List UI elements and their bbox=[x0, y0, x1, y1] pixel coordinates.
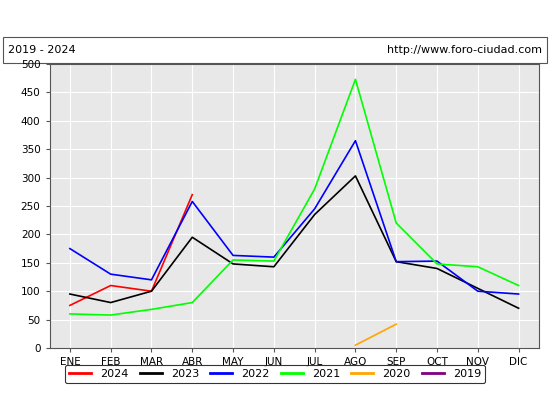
Text: http://www.foro-ciudad.com: http://www.foro-ciudad.com bbox=[387, 45, 542, 55]
Legend: 2024, 2023, 2022, 2021, 2020, 2019: 2024, 2023, 2022, 2021, 2020, 2019 bbox=[64, 364, 486, 384]
Text: Evolucion Nº Turistas Nacionales en el municipio de Pelayos: Evolucion Nº Turistas Nacionales en el m… bbox=[68, 11, 482, 25]
Text: 2019 - 2024: 2019 - 2024 bbox=[8, 45, 76, 55]
